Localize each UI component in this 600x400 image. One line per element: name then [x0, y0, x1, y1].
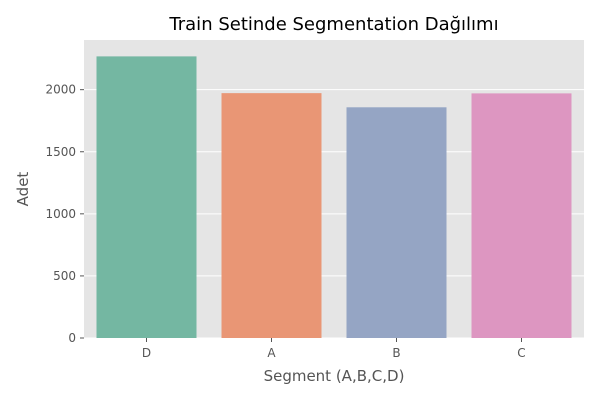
chart-title: Train Setinde Segmentation Dağılımı	[168, 14, 498, 35]
x-tick-label-C: C	[517, 346, 525, 360]
y-tick-label: 0	[68, 331, 76, 345]
bar-A	[221, 93, 322, 338]
y-tick-label: 2000	[45, 83, 76, 97]
y-tick-labels: 0 500 1000 1500 2000	[45, 83, 84, 345]
x-tick-label-B: B	[392, 346, 400, 360]
bars	[96, 56, 572, 339]
x-tick-label-A: A	[267, 346, 276, 360]
x-tick-label-D: D	[142, 346, 151, 360]
y-tick-label: 1500	[45, 145, 76, 159]
bar-B	[346, 107, 447, 338]
bar-D	[96, 56, 197, 338]
y-tick-label: 500	[53, 269, 76, 283]
y-axis-label: Adet	[14, 172, 32, 207]
bar-C	[471, 93, 572, 339]
x-axis-label: Segment (A,B,C,D)	[264, 367, 405, 385]
y-tick-label: 1000	[45, 207, 76, 221]
